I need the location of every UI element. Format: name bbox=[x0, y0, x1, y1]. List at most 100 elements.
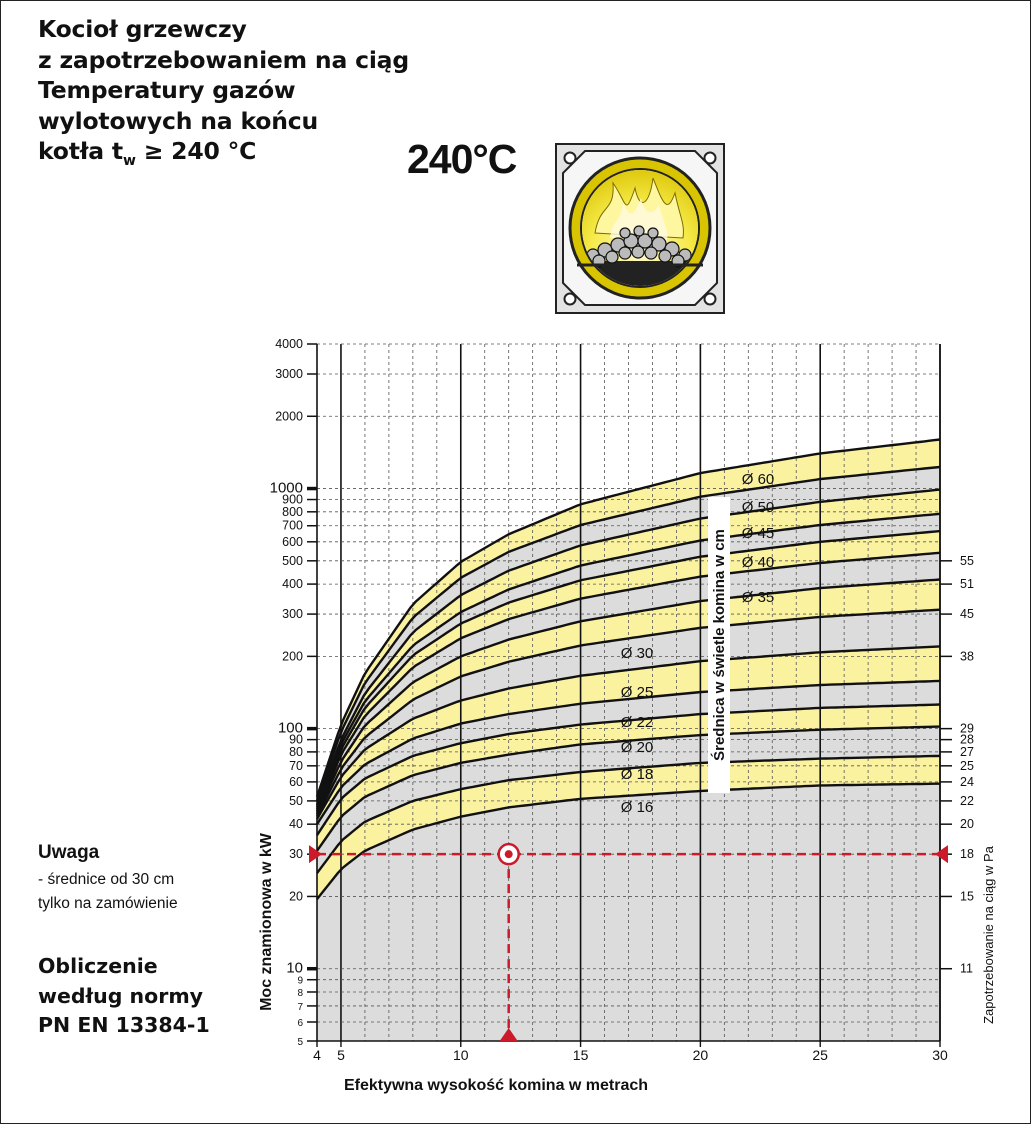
y-tick-label-8: 8 bbox=[297, 988, 303, 999]
norm-line-1: Obliczenie bbox=[38, 954, 158, 978]
chart-labels: Ø 16 Ø 18 Ø 20 Ø 22 Ø 25 Ø 30 Ø 35 Ø 40 Ø 45 Ø 50… bbox=[621, 471, 775, 816]
x-tick-label-20: 20 bbox=[693, 1047, 709, 1063]
band-8 bbox=[317, 531, 940, 812]
curve-0 bbox=[316, 782, 940, 900]
y-tick-label-100: 100 bbox=[278, 720, 303, 737]
x-tick-label-5: 5 bbox=[337, 1047, 345, 1063]
example-arrow-right bbox=[935, 845, 948, 864]
curve-7 bbox=[315, 578, 941, 815]
note-line-1: - średnice od 30 cm bbox=[38, 871, 175, 888]
x-tick-label-15: 15 bbox=[573, 1047, 589, 1063]
y-tick-label-70: 70 bbox=[289, 759, 303, 773]
diameter-label: Ø 30 bbox=[621, 645, 654, 662]
note-block: Uwaga - średnice od 30 cm tylko na zamów… bbox=[38, 842, 178, 916]
y2-tick-label-11: 11 bbox=[960, 962, 973, 976]
example-arrow-bottom bbox=[499, 1028, 518, 1041]
y-tick-label-50: 50 bbox=[289, 794, 303, 808]
diameter-label: Ø 50 bbox=[742, 499, 775, 516]
curve-11 bbox=[315, 488, 941, 806]
diameter-label: Ø 22 bbox=[621, 714, 654, 731]
title-line-4: wylotowych na końcu bbox=[38, 106, 318, 135]
norm-block: Obliczenie według normy PN EN 13384-1 bbox=[38, 952, 210, 1041]
y2-axis-title: Zapotrzebowanie na ciąg w Pa bbox=[981, 845, 996, 1024]
y2-tick-label-55: 55 bbox=[960, 554, 974, 568]
y-axis-title: Moc znamionowa w kW bbox=[258, 832, 275, 1011]
title-line-1: Kocioł grzewczy bbox=[38, 15, 247, 43]
band-below bbox=[317, 783, 940, 1041]
y-tick-label-60: 60 bbox=[289, 775, 303, 789]
title-line-5-pre: kotła t bbox=[38, 137, 123, 165]
diameter-title-box bbox=[708, 497, 730, 793]
title-line-5-post: ≥ 240 °C bbox=[135, 137, 257, 165]
curve-8 bbox=[315, 551, 941, 813]
diameter-label: Ø 25 bbox=[621, 684, 654, 701]
y-tick-label-700: 700 bbox=[282, 519, 303, 533]
y-tick-label-7: 7 bbox=[297, 1002, 303, 1013]
curve-2 bbox=[316, 725, 941, 852]
y-tick-label-6: 6 bbox=[297, 1018, 303, 1029]
curve-12 bbox=[315, 465, 941, 802]
y2-tick-label-15: 15 bbox=[960, 889, 974, 903]
y2-tick-label-25: 25 bbox=[960, 759, 974, 773]
curve-5 bbox=[315, 645, 941, 820]
band-12 bbox=[317, 439, 940, 801]
diameter-title: Średnica w świetle komina w cm bbox=[710, 529, 728, 761]
curve-1 bbox=[316, 754, 941, 874]
y-tick-label-90: 90 bbox=[289, 733, 303, 747]
title-line-5: kotła tw ≥ 240 °C bbox=[38, 136, 409, 171]
y2-tick-label-24: 24 bbox=[960, 775, 974, 789]
y2-tick-label-51: 51 bbox=[960, 577, 974, 591]
note-text: - średnice od 30 cm tylko na zamówienie bbox=[38, 868, 178, 916]
y2-tick-label-18: 18 bbox=[960, 847, 974, 861]
curve-13 bbox=[315, 438, 941, 798]
y2-tick-label-27: 27 bbox=[960, 745, 974, 759]
y-tick-label-20: 20 bbox=[289, 889, 303, 903]
y2-tick-label-22: 22 bbox=[960, 794, 974, 808]
y-tick-label-30: 30 bbox=[289, 847, 303, 861]
band-1 bbox=[317, 726, 940, 874]
diameter-label: Ø 45 bbox=[742, 525, 775, 542]
y-tick-label-500: 500 bbox=[282, 554, 303, 568]
curve-4 bbox=[315, 679, 941, 825]
y-tick-label-600: 600 bbox=[282, 535, 303, 549]
y-tick-label-9: 9 bbox=[297, 976, 303, 987]
diameter-label: Ø 40 bbox=[742, 554, 775, 571]
x-axis-title: Efektywna wysokość komina w metrach bbox=[344, 1077, 648, 1094]
curve-9 bbox=[315, 529, 941, 811]
y-tick-label-300: 300 bbox=[282, 607, 303, 621]
x-tick-label-25: 25 bbox=[812, 1047, 828, 1063]
y2-tick-label-28: 28 bbox=[960, 733, 974, 747]
diameter-label: Ø 16 bbox=[621, 799, 654, 816]
diameter-label: Ø 60 bbox=[742, 471, 775, 488]
x-tick-label-10: 10 bbox=[453, 1047, 469, 1063]
diameter-label: Ø 20 bbox=[621, 739, 654, 756]
example-marker bbox=[309, 842, 948, 1041]
norm-line-3: PN EN 13384-1 bbox=[38, 1013, 210, 1037]
title-line-3: Temperatury gazów bbox=[38, 76, 296, 104]
y2-tick-label-45: 45 bbox=[960, 607, 974, 621]
y-tick-label-1000: 1000 bbox=[270, 480, 303, 497]
y-tick-label-5: 5 bbox=[297, 1037, 303, 1048]
y-tick-label-400: 400 bbox=[282, 577, 303, 591]
y2-tick-label-29: 29 bbox=[960, 722, 974, 736]
diameter-label: Ø 35 bbox=[742, 589, 775, 606]
boiler-icon bbox=[555, 143, 725, 314]
y2-tick-label-20: 20 bbox=[960, 817, 974, 831]
diameter-label: Ø 18 bbox=[621, 766, 654, 783]
y-tick-label-200: 200 bbox=[282, 649, 303, 663]
curve-10 bbox=[315, 512, 941, 808]
curve-6 bbox=[315, 608, 941, 818]
y-tick-label-80: 80 bbox=[289, 745, 303, 759]
band-10 bbox=[317, 489, 940, 808]
temperature-label: 240°C bbox=[407, 136, 517, 182]
y-tick-label-10: 10 bbox=[286, 960, 303, 977]
chart-curves bbox=[315, 438, 941, 900]
x-tick-label-30: 30 bbox=[932, 1047, 948, 1063]
note-line-2: tylko na zamówienie bbox=[38, 895, 178, 912]
band-7 bbox=[317, 552, 940, 815]
curve-3 bbox=[315, 703, 941, 836]
chart-title: Kocioł grzewczy z zapotrzebowaniem na ci… bbox=[38, 14, 409, 171]
note-heading: Uwaga bbox=[38, 842, 100, 863]
